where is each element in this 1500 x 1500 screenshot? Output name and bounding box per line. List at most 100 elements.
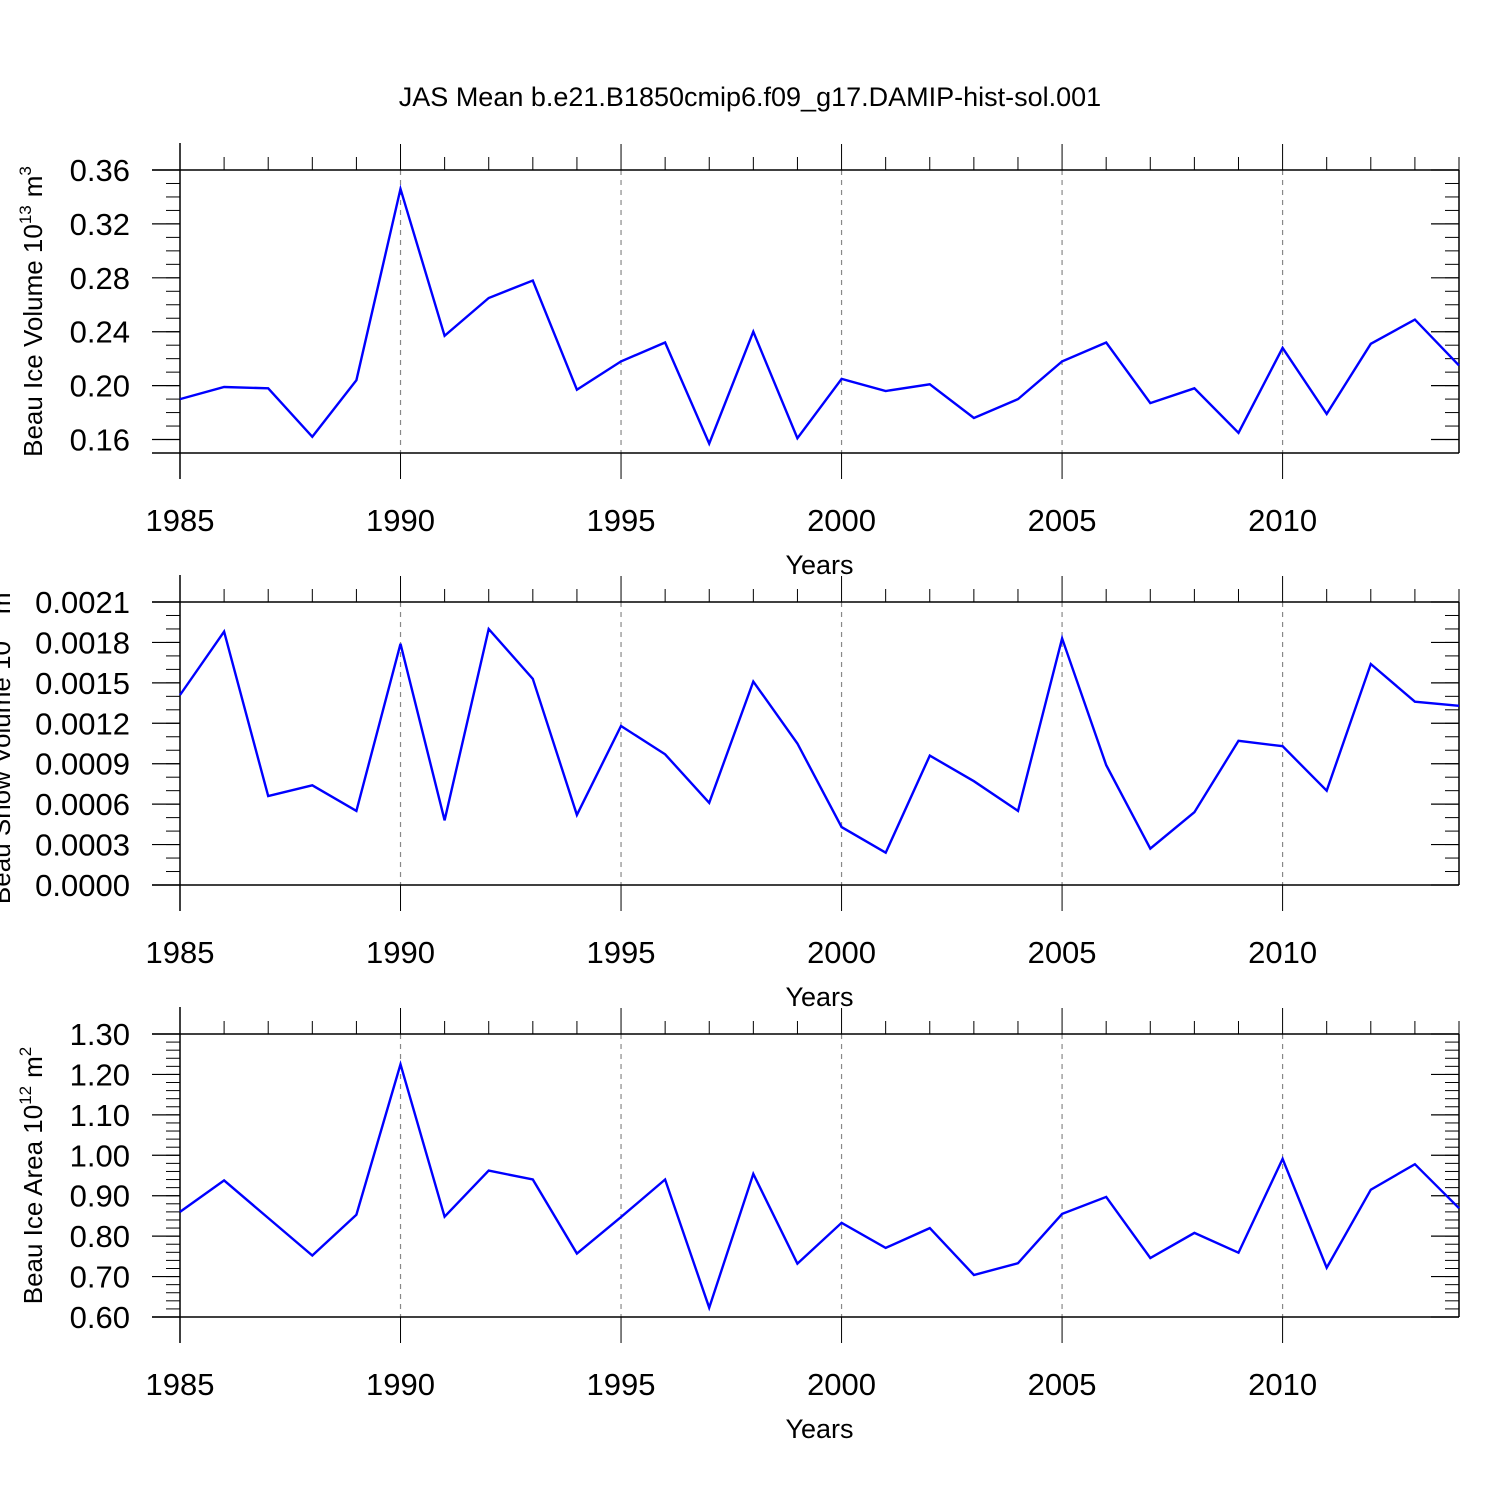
- data-point: [354, 378, 358, 382]
- data-point: [1060, 359, 1064, 363]
- data-point: [751, 680, 755, 684]
- x-tick-label: 2000: [807, 935, 876, 970]
- data-point: [1148, 1256, 1152, 1260]
- data-point: [1016, 397, 1020, 401]
- x-tick-label: 2000: [807, 503, 876, 538]
- panel-2: 1985 1990 1995 2000 2005 2010 Years 0.0000 0.000…: [0, 575, 1461, 1012]
- y-tick-label: 0.24: [70, 315, 130, 350]
- series-line: [179, 1060, 1460, 1312]
- x-tick-label: 1995: [587, 935, 656, 970]
- data-point: [531, 677, 535, 681]
- y-tick-label: 0.0009: [35, 747, 130, 782]
- data-point: [1060, 1212, 1064, 1216]
- y-tick-label: 1.30: [70, 1017, 130, 1052]
- x-tick-label: 2005: [1028, 503, 1097, 538]
- data-point: [1457, 704, 1461, 708]
- data-point: [884, 851, 888, 855]
- data-point: [531, 279, 535, 283]
- x-tick-label: 2005: [1028, 935, 1097, 970]
- y-tick-label: 0.0012: [35, 706, 130, 741]
- y-axis-label-exponent: 13: [0, 622, 3, 641]
- data-point: [751, 1172, 755, 1176]
- y-axis-label-exponent: 12: [16, 1086, 35, 1105]
- data-point: [928, 754, 932, 758]
- data-point: [1016, 809, 1020, 813]
- y-tick-label: 0.80: [70, 1219, 130, 1254]
- data-point: [1413, 318, 1417, 322]
- data-point: [795, 1262, 799, 1266]
- data-point: [1325, 412, 1329, 416]
- data-point: [266, 1216, 270, 1220]
- y-tick-label: 0.20: [70, 369, 130, 404]
- y-tick-label: 1.00: [70, 1138, 130, 1173]
- data-point: [178, 693, 182, 697]
- data-point: [884, 389, 888, 393]
- data-point: [1369, 1188, 1373, 1192]
- data-point: [1060, 636, 1064, 640]
- y-axis-label: Beau Snow Volume 1013 m3: [0, 583, 16, 904]
- y-tick-label: 0.36: [70, 153, 130, 188]
- chart-title: JAS Mean b.e21.B1850cmip6.f09_g17.DAMIP-…: [399, 82, 1101, 112]
- data-point: [1325, 1266, 1329, 1270]
- x-tick-label: 2005: [1028, 1367, 1097, 1402]
- data-point: [751, 330, 755, 334]
- data-point: [310, 1254, 314, 1258]
- panel-1: 1985 1990 1995 2000 2005 2010 Years 0.16 0.20 0.2…: [16, 143, 1461, 580]
- y-axis-label-text: Beau Snow Volume 10: [0, 641, 16, 904]
- y-tick-label: 0.0021: [35, 585, 130, 620]
- data-point: [1325, 789, 1329, 793]
- y-tick-label: 0.16: [70, 423, 130, 458]
- data-point: [840, 1221, 844, 1225]
- y-tick-label: 0.28: [70, 261, 130, 296]
- data-point: [178, 397, 182, 401]
- data-point: [1104, 340, 1108, 344]
- data-point: [1457, 1206, 1461, 1210]
- data-point: [487, 627, 491, 631]
- data-point: [222, 630, 226, 634]
- data-point: [663, 340, 667, 344]
- x-tick-label: 1985: [146, 935, 215, 970]
- data-point: [487, 296, 491, 300]
- data-point: [884, 1246, 888, 1250]
- data-point: [399, 187, 403, 191]
- data-point: [266, 386, 270, 390]
- data-point: [972, 416, 976, 420]
- data-point: [972, 779, 976, 783]
- data-point: [222, 1178, 226, 1182]
- data-point: [178, 1210, 182, 1214]
- data-point: [354, 809, 358, 813]
- y-tick-label: 1.20: [70, 1057, 130, 1092]
- series-line: [179, 184, 1460, 447]
- x-tick-label: 1990: [366, 935, 435, 970]
- data-point: [443, 818, 447, 822]
- x-tick-label: 2010: [1248, 935, 1317, 970]
- data-point: [443, 1215, 447, 1219]
- y-tick-label: 0.90: [70, 1179, 130, 1214]
- data-point: [1192, 810, 1196, 814]
- data-point: [222, 385, 226, 389]
- data-point: [1457, 363, 1461, 367]
- data-point: [928, 382, 932, 386]
- data-point: [663, 752, 667, 756]
- data-point: [1236, 431, 1240, 435]
- data-point: [1104, 763, 1108, 767]
- data-point: [310, 435, 314, 439]
- y-axis-label: Beau Ice Volume 1013 m3: [16, 166, 48, 457]
- data-point: [1148, 847, 1152, 851]
- x-axis-label: Years: [785, 550, 853, 580]
- data-point: [707, 1306, 711, 1310]
- series-line: [179, 626, 1460, 855]
- data-point: [266, 794, 270, 798]
- y-axis-label-unit: m: [18, 176, 48, 198]
- data-point: [399, 1062, 403, 1066]
- panel-3: 1985 1990 1995 2000 2005 2010 Years 0.60 0.70 0.8…: [16, 1007, 1461, 1444]
- data-point: [795, 436, 799, 440]
- x-tick-label: 2000: [807, 1367, 876, 1402]
- y-tick-label: 0.0000: [35, 868, 130, 903]
- y-axis-label-exponent: 13: [16, 205, 35, 224]
- x-tick-label: 2010: [1248, 1367, 1317, 1402]
- y-tick-label: 1.10: [70, 1098, 130, 1133]
- x-axis-label: Years: [785, 1414, 853, 1444]
- data-point: [1148, 401, 1152, 405]
